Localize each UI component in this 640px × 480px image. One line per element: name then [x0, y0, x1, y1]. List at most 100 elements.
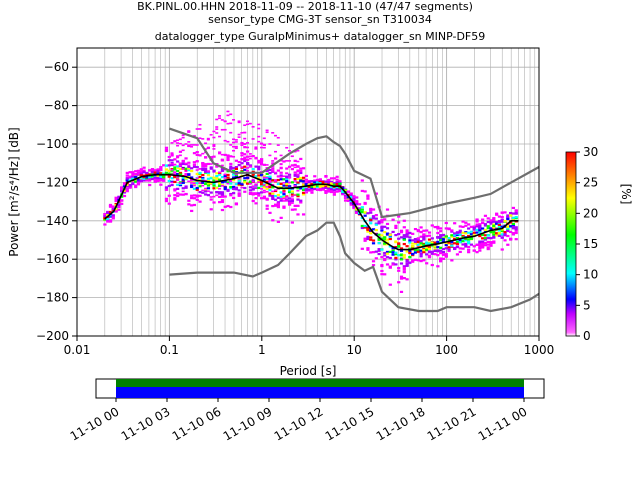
heatmap-cell: [232, 173, 236, 176]
heatmap-cell: [405, 233, 409, 236]
heatmap-cell: [383, 251, 387, 255]
heatmap-cell: [411, 245, 415, 248]
heatmap-cell: [436, 225, 440, 229]
heatmap-cell: [251, 168, 255, 171]
heatmap-cell: [413, 238, 418, 241]
heatmap-cell: [198, 185, 202, 188]
heatmap-cell: [391, 218, 395, 221]
heatmap-cell: [226, 157, 230, 160]
heatmap-cell: [232, 176, 236, 179]
heatmap-cell: [287, 149, 291, 152]
heatmap-cell: [279, 171, 283, 174]
heatmap-cell: [206, 170, 210, 173]
heatmap-cell: [159, 166, 163, 169]
heatmap-cell: [181, 167, 185, 170]
heatmap-cell: [335, 188, 339, 191]
heatmap-cell: [148, 183, 152, 187]
heatmap-cell: [332, 188, 336, 191]
heatmap-cell: [455, 231, 460, 234]
heatmap-cell: [237, 133, 241, 136]
heatmap-cell: [176, 165, 180, 168]
heatmap-cell: [402, 277, 406, 280]
heatmap-cell: [265, 198, 269, 201]
heatmap-cell: [483, 241, 488, 245]
heatmap-cell: [257, 135, 261, 138]
heatmap-cell: [419, 252, 423, 255]
heatmap-cell: [279, 191, 283, 194]
heatmap-cell: [268, 194, 272, 197]
heatmap-cell: [506, 217, 510, 221]
heatmap-cell: [178, 138, 182, 141]
heatmap-cell: [268, 184, 272, 187]
heatmap-cell: [399, 247, 404, 250]
colorbar-label: [%]: [619, 184, 633, 205]
heatmap-cell: [464, 232, 468, 235]
heatmap-cell: [461, 237, 465, 241]
heatmap-cell: [422, 251, 426, 254]
heatmap-cell: [355, 200, 359, 203]
heatmap-cell: [229, 179, 233, 182]
heatmap-cell: [427, 247, 432, 251]
heatmap-cell: [181, 193, 185, 196]
heatmap-cell: [254, 183, 258, 186]
heatmap-cell: [229, 182, 233, 185]
heatmap-cell: [380, 269, 384, 273]
heatmap-cell: [377, 222, 381, 225]
heatmap-cell: [469, 237, 474, 240]
heatmap-cell: [181, 176, 185, 179]
heatmap-cell: [195, 160, 199, 162]
heatmap-cell: [276, 201, 280, 204]
heatmap-cell: [218, 151, 222, 154]
heatmap-cell: [433, 241, 437, 244]
heatmap-cell: [383, 238, 387, 241]
heatmap-cell: [220, 193, 225, 196]
heatmap-cell: [290, 202, 294, 204]
heatmap-cell: [181, 162, 185, 166]
heatmap-cell: [262, 195, 266, 198]
heatmap-cell: [352, 205, 356, 208]
heatmap-cell: [246, 162, 250, 165]
heatmap-cell: [237, 194, 241, 197]
heatmap-cell: [220, 164, 224, 167]
heatmap-cell: [486, 240, 490, 244]
heatmap-cell: [427, 250, 432, 253]
heatmap-cell: [506, 234, 510, 238]
heatmap-cell: [220, 200, 225, 204]
heatmap-cell: [467, 236, 471, 240]
heatmap-cell: [229, 167, 233, 170]
heatmap-cell: [453, 242, 457, 245]
heatmap-cell: [273, 198, 278, 201]
heatmap-cell: [444, 243, 448, 247]
heatmap-cell: [385, 250, 390, 254]
heatmap-cell: [125, 189, 129, 192]
heatmap-cell: [397, 232, 401, 236]
heatmap-cell: [201, 167, 205, 170]
heatmap-cell: [458, 229, 462, 232]
heatmap-cell: [206, 174, 211, 177]
noise-model-low: [169, 221, 540, 313]
heatmap-cell: [439, 227, 443, 230]
heatmap-cell: [397, 215, 401, 218]
heatmap-cell: [257, 168, 261, 171]
heatmap-cell: [355, 203, 359, 206]
heatmap-cell: [282, 175, 286, 178]
heatmap-cell: [411, 232, 415, 235]
x-tick-label: 0.1: [160, 343, 179, 357]
heatmap-cell: [276, 205, 280, 209]
heatmap-cell: [212, 143, 216, 146]
heatmap-cell: [212, 130, 216, 133]
heatmap-cell: [103, 215, 107, 218]
heatmap-cell: [218, 182, 222, 185]
heatmap-cell: [413, 227, 418, 231]
heatmap-cell: [265, 177, 269, 180]
heatmap-cell: [134, 170, 138, 173]
heatmap-cell: [220, 128, 224, 131]
heatmap-cell: [237, 192, 241, 195]
heatmap-cell: [153, 176, 157, 179]
colorbar-ticks: 0 5 10 15 20 25 30: [576, 145, 598, 343]
heatmap-cell: [229, 192, 233, 196]
heatmap-cell: [268, 188, 272, 192]
heatmap-cell: [413, 240, 418, 243]
heatmap-cell: [223, 139, 227, 142]
heatmap-cell: [195, 182, 199, 185]
